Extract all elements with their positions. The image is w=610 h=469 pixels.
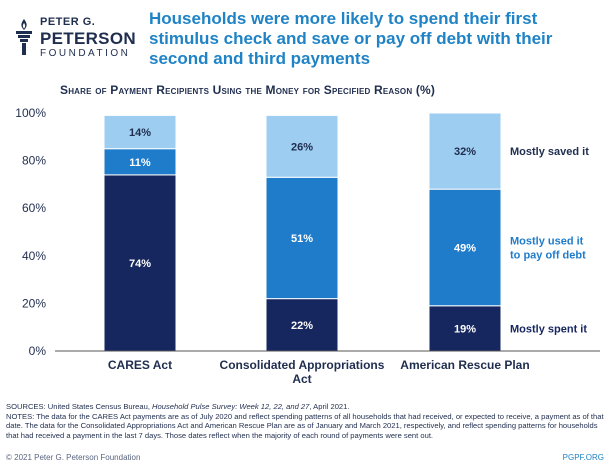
legend-label: Mostly saved it [510, 146, 589, 158]
chart-title: Share of Payment Recipients Using the Mo… [60, 83, 436, 97]
bar-segment [428, 188, 502, 307]
bar-segment [265, 176, 339, 300]
category-label: Consolidated Appropriations Act [220, 358, 385, 386]
logo-line-2: PETERSON [40, 29, 136, 48]
site-link[interactable]: PGPF.ORG [562, 453, 604, 462]
notes-text: NOTES: The data for the CARES Act paymen… [6, 411, 604, 440]
sources-line: SOURCES: United States Census Bureau, Ho… [6, 402, 604, 412]
category-label: CARES Act [108, 358, 172, 372]
data-label: 32% [454, 146, 476, 158]
y-tick-label: 60% [22, 201, 46, 215]
data-label: 51% [291, 233, 313, 245]
bar-segment [103, 148, 177, 176]
data-label: 14% [129, 127, 151, 139]
y-tick-label: 20% [22, 296, 46, 310]
bar-segment [428, 112, 502, 190]
data-label: 19% [454, 323, 476, 335]
data-label: 11% [129, 157, 151, 169]
y-tick-label: 80% [22, 154, 46, 168]
legend-label: Mostly spent it [510, 323, 587, 335]
logo-line-1: PETER G. [40, 16, 96, 28]
data-label: 74% [129, 258, 151, 270]
bar-segment [103, 114, 177, 150]
footer-notes: SOURCES: United States Census Bureau, Ho… [6, 402, 604, 440]
legend-label: Mostly used it to pay off debt [510, 235, 586, 261]
sources-italic: Household Pulse Survey: Week 12, 22, and… [152, 402, 310, 411]
category-label: American Rescue Plan [400, 358, 529, 372]
headline: Households were more likely to spend the… [149, 9, 553, 68]
bar-segment [103, 174, 177, 352]
torch-logo-icon [16, 19, 32, 55]
pgpf-logo: PETER G. PETERSON FOUNDATION [12, 14, 142, 66]
sources-prefix: SOURCES: United States Census Bureau, [6, 402, 153, 411]
stacked-bar-chart: 0% 20% 40% 60% 80% 100% 74% 11% 14% 22% 51% 26% 19% 4… [15, 106, 600, 386]
data-label: 49% [454, 242, 476, 254]
y-tick-label: 40% [22, 249, 46, 263]
sources-suffix: , April 2021. [309, 402, 350, 411]
logo-line-3: FOUNDATION [40, 48, 131, 59]
y-tick-label: 100% [15, 106, 46, 120]
bar-segment [265, 298, 339, 352]
data-label: 26% [291, 141, 313, 153]
copyright: © 2021 Peter G. Peterson Foundation [6, 453, 141, 462]
y-tick-label: 0% [29, 344, 47, 358]
bar-segment [265, 114, 339, 178]
data-label: 22% [291, 320, 313, 332]
